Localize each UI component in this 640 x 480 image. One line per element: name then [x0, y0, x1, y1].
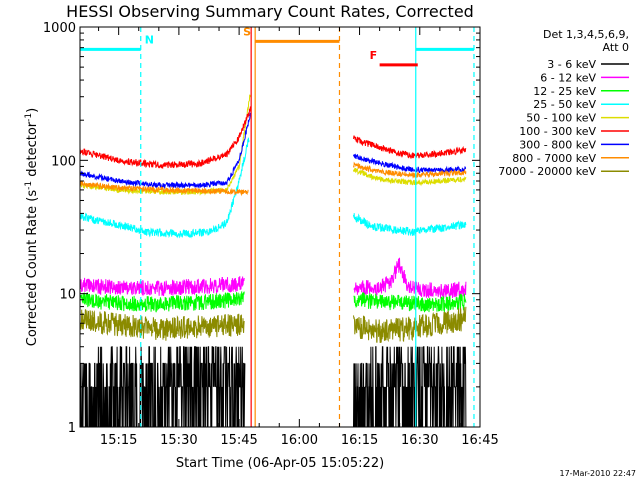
series-line-3-seg-1: [79, 291, 245, 313]
x-tick-label-5: 16:15: [341, 433, 378, 448]
timestamp: 17-Mar-2010 22:47: [560, 469, 637, 478]
x-tick-label-2: 15:30: [160, 433, 197, 448]
y-axis-label-mid: detector: [25, 121, 40, 181]
legend-title: Det 1,3,4,5,6,9,: [543, 28, 629, 41]
marker-label-s: S: [243, 25, 251, 38]
series-line-9-seg-1: [79, 308, 245, 341]
x-tick-label-7: 16:45: [461, 433, 498, 448]
series-line-6-seg-2: [353, 135, 467, 159]
axis-layer: 15:15 15:30 15:45 16:00 16:15 16:30 16:45 1 10 10…: [43, 21, 499, 448]
legend-label-3: 12 - 25 keV: [533, 85, 596, 98]
series-line-4-seg-2: [353, 213, 467, 237]
legend-label-5: 50 - 100 keV: [526, 112, 596, 125]
y-tick-label-2: 10: [59, 288, 76, 303]
series-line-9-seg-2: [353, 306, 467, 344]
y-axis-label-sup1: -1: [24, 181, 34, 190]
series-line-5-seg-2: [353, 167, 467, 187]
x-axis-label: Start Time (06-Apr-05 15:05:22): [176, 456, 384, 471]
series-line-2-seg-2: [353, 257, 467, 299]
series-layer: [79, 94, 467, 428]
legend-label-1: 3 - 6 keV: [547, 58, 596, 71]
legend-label-9: 7000 - 20000 keV: [498, 165, 596, 178]
y-axis-label-end: ): [25, 108, 40, 113]
x-tick-label-6: 16:30: [401, 433, 438, 448]
marker-layer: N S F: [80, 25, 475, 427]
series-line-1-seg-1: [79, 346, 246, 428]
y-tick-label-4: 1000: [43, 21, 76, 36]
x-tick-label-4: 16:00: [281, 433, 318, 448]
y-axis-label-main: Corrected Count Rate (s: [25, 190, 40, 347]
marker-label-n: N: [145, 33, 154, 46]
series-line-2-seg-1: [79, 276, 245, 297]
plot-frame: [79, 26, 481, 428]
series-line-8-seg-1: [79, 180, 249, 197]
series-line-7-seg-1: [79, 112, 251, 190]
legend-label-4: 25 - 50 keV: [533, 98, 596, 111]
series-line-7-seg-2: [353, 153, 467, 174]
y-tick-label-1: 1: [68, 421, 76, 436]
marker-label-f: F: [370, 49, 378, 62]
series-line-8-seg-2: [353, 161, 467, 179]
y-axis-label: Corrected Count Rate (s-1 detector-1): [24, 108, 40, 346]
series-line-3-seg-2: [353, 292, 467, 313]
x-tick-label-3: 15:45: [220, 433, 257, 448]
x-tick-label-1: 15:15: [100, 433, 137, 448]
legend-label-2: 6 - 12 keV: [540, 71, 596, 84]
chart-title: HESSI Observing Summary Count Rates, Cor…: [66, 2, 474, 21]
series-line-6-seg-1: [79, 106, 251, 170]
legend-subtitle: Att 0: [603, 41, 629, 54]
legend-label-6: 100 - 300 keV: [519, 125, 596, 138]
y-tick-label-3: 100: [51, 154, 76, 169]
legend-label-8: 800 - 7000 keV: [512, 152, 596, 165]
y-axis-label-sup2: -1: [24, 113, 34, 122]
series-line-4-seg-1: [79, 137, 250, 239]
series-line-1-seg-2: [353, 346, 467, 428]
legend-label-7: 300 - 800 keV: [519, 138, 596, 151]
